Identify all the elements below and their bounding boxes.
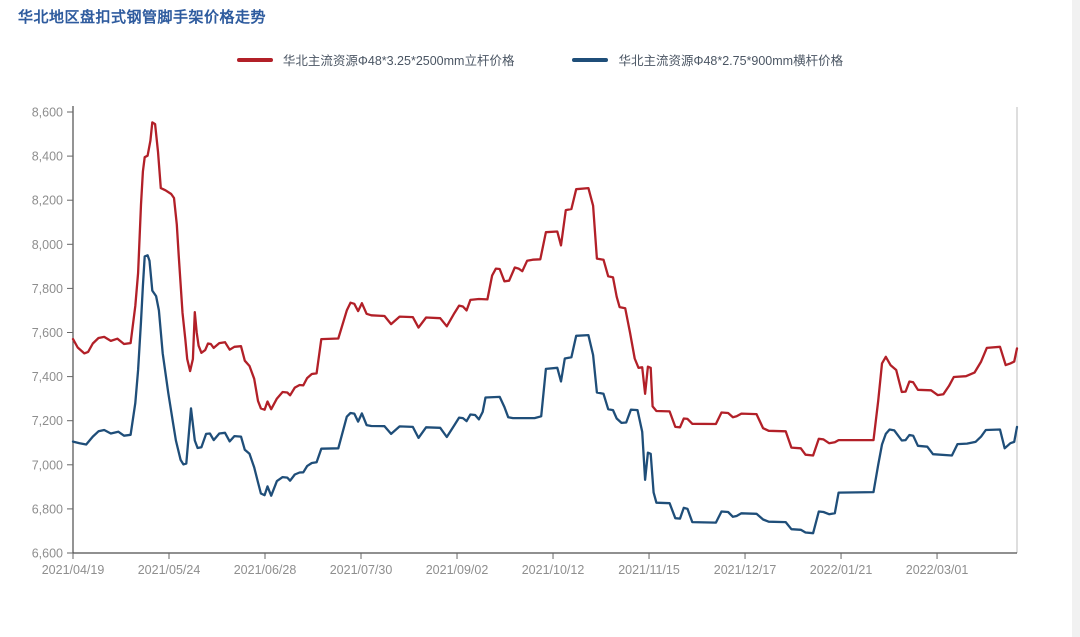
- x-tick-label: 2022/03/01: [906, 563, 969, 577]
- legend-label: 华北主流资源Φ48*3.25*2500mm立杆价格: [282, 54, 515, 68]
- legend-item-1[interactable]: 华北主流资源Φ48*2.75*900mm横杆价格: [572, 50, 843, 69]
- series-line-1: [71, 254, 1019, 535]
- y-tick-label: 7,600: [32, 326, 63, 340]
- x-tick-label: 2022/01/21: [810, 563, 873, 577]
- x-tick-label: 2021/11/15: [618, 563, 680, 577]
- legend: 华北主流资源Φ48*3.25*2500mm立杆价格 华北主流资源Φ48*2.75*…: [0, 50, 1080, 69]
- y-tick-label: 8,200: [32, 194, 63, 208]
- page-right-strip: [1072, 0, 1080, 637]
- legend-line-swatch: [572, 57, 609, 62]
- x-tick-label: 2021/05/24: [138, 563, 201, 577]
- y-tick-label: 7,200: [32, 414, 63, 428]
- legend-label: 华北主流资源Φ48*2.75*900mm横杆价格: [618, 54, 844, 68]
- x-tick-label: 2021/04/19: [42, 563, 105, 577]
- y-tick-label: 8,600: [32, 106, 63, 120]
- y-tick-label: 7,800: [32, 282, 63, 296]
- x-tick-label: 2021/10/12: [522, 563, 585, 577]
- y-tick-label: 7,000: [32, 458, 63, 472]
- page-title: 华北地区盘扣式钢管脚手架价格走势: [18, 9, 267, 26]
- y-tick-label: 6,800: [32, 502, 63, 516]
- y-tick-label: 7,400: [32, 370, 63, 384]
- x-tick-label: 2021/07/30: [330, 563, 393, 577]
- series-line-0: [71, 121, 1019, 457]
- x-tick-label: 2021/09/02: [426, 563, 489, 577]
- x-tick-label: 2021/12/17: [714, 563, 777, 577]
- legend-item-0[interactable]: 华北主流资源Φ48*3.25*2500mm立杆价格: [236, 50, 515, 69]
- legend-line-swatch: [236, 57, 273, 62]
- y-tick-label: 8,400: [32, 150, 63, 164]
- y-tick-label: 8,000: [32, 238, 63, 252]
- y-tick-label: 6,600: [32, 547, 63, 561]
- x-tick-label: 2021/06/28: [234, 563, 297, 577]
